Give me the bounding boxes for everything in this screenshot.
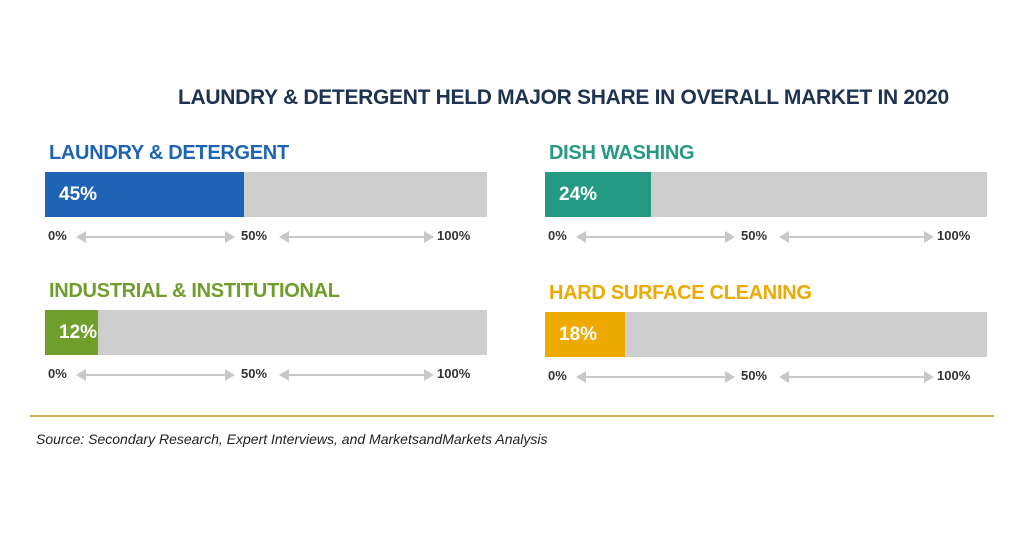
range-arrow bbox=[279, 231, 434, 243]
tick-label: 100% bbox=[937, 368, 971, 383]
bar-fill bbox=[545, 312, 625, 357]
chart-title: LAUNDRY & DETERGENT HELD MAJOR SHARE IN … bbox=[178, 86, 949, 109]
scale-axis: 0% 50% 100% bbox=[545, 224, 987, 244]
data-label: 18% bbox=[559, 324, 598, 345]
tick-label: 50% bbox=[741, 228, 768, 243]
bar-track: 18% bbox=[545, 312, 987, 357]
category-label: HARD SURFACE CLEANING bbox=[549, 282, 812, 304]
category-label: LAUNDRY & DETERGENT bbox=[49, 142, 289, 164]
bar-fill bbox=[45, 310, 99, 355]
category-label: DISH WASHING bbox=[549, 142, 695, 164]
tick-label: 100% bbox=[437, 228, 471, 243]
bar-panel: INDUSTRIAL & INSTITUTIONAL 12% 0% 50% 100% bbox=[45, 280, 490, 400]
source-note: Source: Secondary Research, Expert Inter… bbox=[36, 431, 548, 447]
tick-label: 100% bbox=[937, 228, 971, 243]
range-arrow bbox=[779, 371, 934, 383]
scale-axis: 0% 50% 100% bbox=[545, 364, 987, 384]
tick-label: 0% bbox=[48, 366, 67, 381]
bar-track: 45% bbox=[45, 172, 487, 217]
tick-label: 0% bbox=[48, 228, 67, 243]
tick-label: 100% bbox=[437, 366, 471, 381]
tick-label: 50% bbox=[241, 228, 268, 243]
scale-axis: 0% 50% 100% bbox=[45, 362, 487, 382]
tick-label: 0% bbox=[548, 368, 567, 383]
tick-label: 0% bbox=[548, 228, 567, 243]
tick-label: 50% bbox=[741, 368, 768, 383]
range-arrow bbox=[279, 369, 434, 381]
bar-track: 24% bbox=[545, 172, 987, 217]
bar-fill bbox=[45, 172, 244, 217]
data-label: 24% bbox=[559, 184, 598, 205]
data-label: 45% bbox=[59, 184, 98, 205]
bar-track: 12% bbox=[45, 310, 487, 355]
divider bbox=[30, 415, 994, 417]
bar-panel: DISH WASHING 24% 0% 50% 100% bbox=[545, 142, 990, 262]
range-arrow bbox=[76, 369, 235, 381]
data-label: 12% bbox=[59, 322, 98, 343]
bar-fill bbox=[545, 172, 652, 217]
scale-axis: 0% 50% 100% bbox=[45, 224, 487, 244]
range-arrow bbox=[76, 231, 235, 243]
tick-label: 50% bbox=[241, 366, 268, 381]
range-arrow bbox=[576, 371, 735, 383]
bar-panel: LAUNDRY & DETERGENT 45% 0% 50% 100% bbox=[45, 142, 490, 262]
range-arrow bbox=[779, 231, 934, 243]
category-label: INDUSTRIAL & INSTITUTIONAL bbox=[49, 280, 340, 302]
range-arrow bbox=[576, 231, 735, 243]
bar-panel: HARD SURFACE CLEANING 18% 0% 50% 100% bbox=[545, 282, 990, 402]
